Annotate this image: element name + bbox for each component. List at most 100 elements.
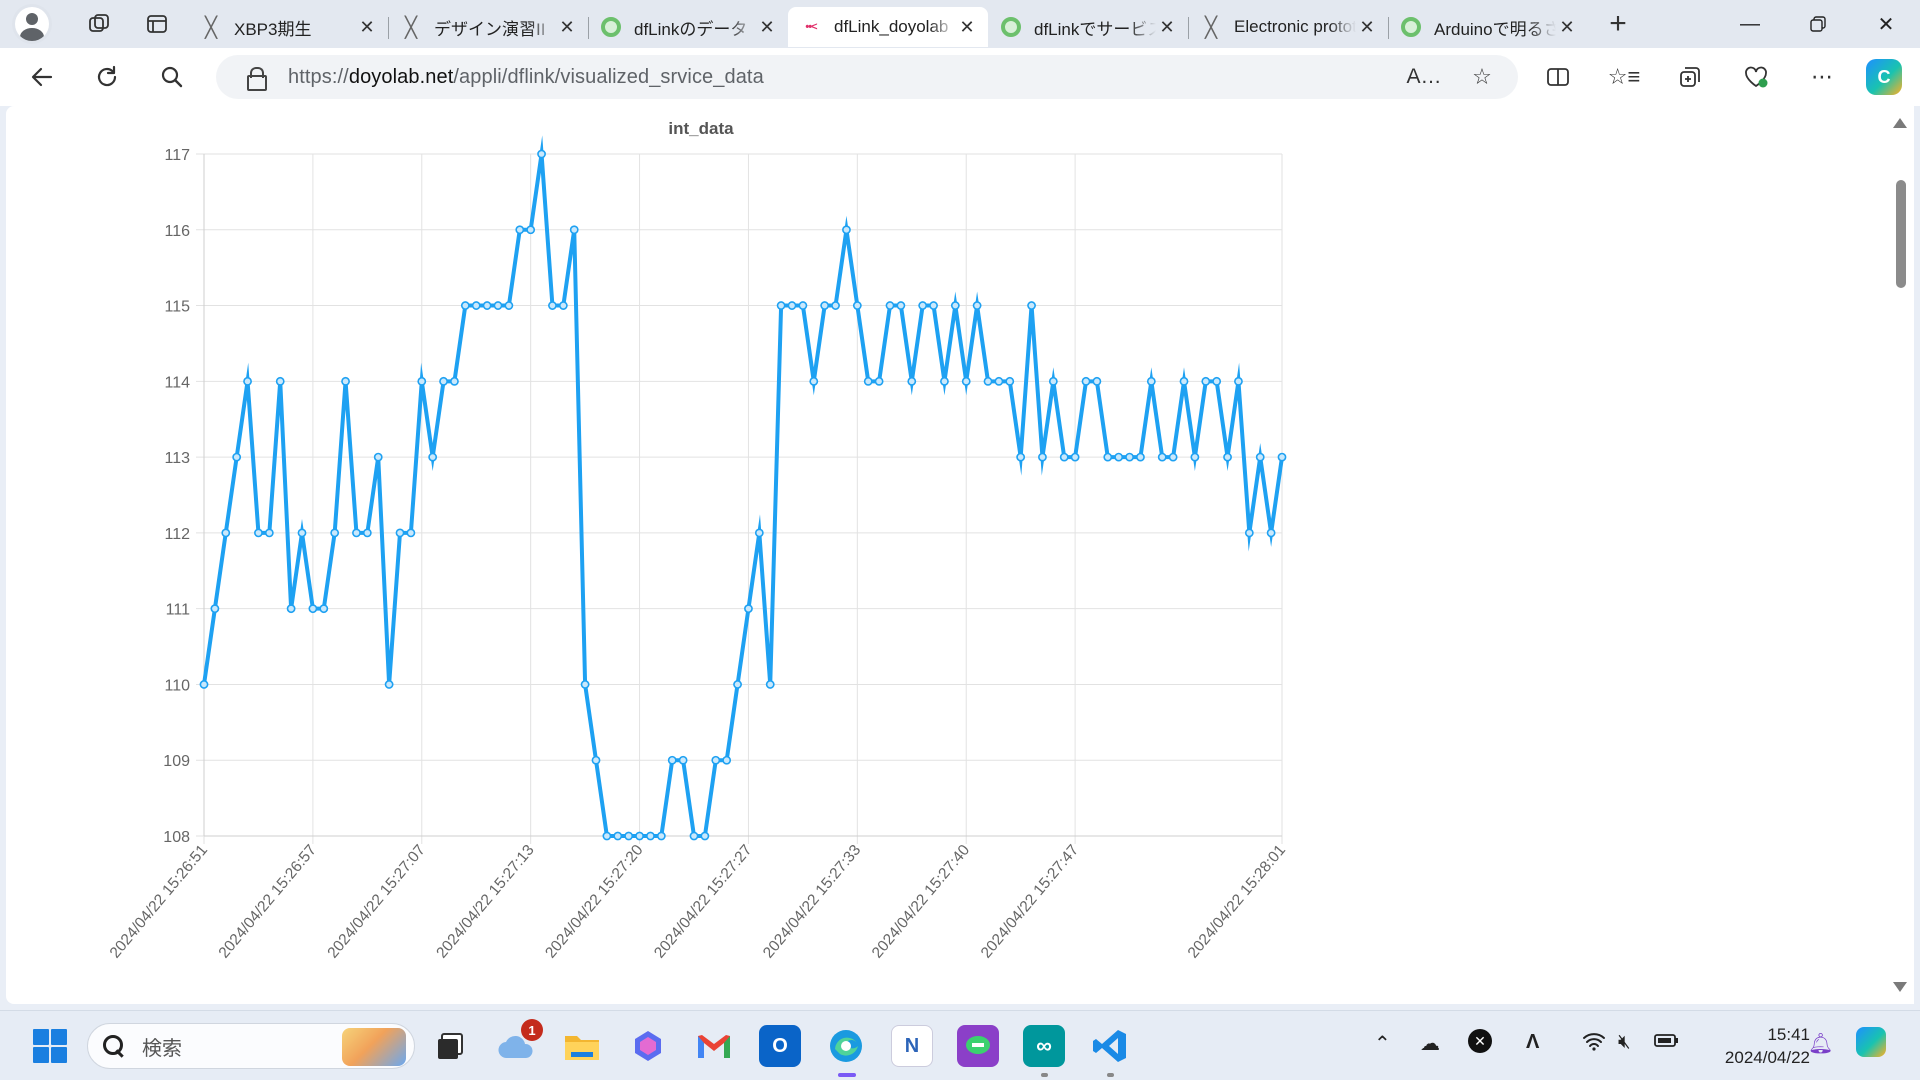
- volume-button[interactable]: 🔇︎: [1618, 1031, 1631, 1054]
- network-button[interactable]: [1582, 1031, 1606, 1057]
- data-point: [264, 528, 274, 538]
- edge-button[interactable]: [825, 1025, 867, 1077]
- back-button[interactable]: [20, 55, 64, 99]
- close-tab-icon[interactable]: ✕: [1359, 16, 1375, 37]
- tab-4[interactable]: dfLinkでサービス ✕: [988, 7, 1188, 47]
- battery-button[interactable]: [1654, 1031, 1680, 1055]
- close-tab-icon[interactable]: ✕: [759, 16, 775, 37]
- favorite-button[interactable]: ☆: [1460, 55, 1504, 99]
- copilot-button[interactable]: C: [1866, 59, 1902, 95]
- profile-button[interactable]: [12, 4, 52, 44]
- series-line: [202, 135, 1284, 838]
- tab-6[interactable]: Arduinoで明るさ ✕: [1388, 7, 1588, 47]
- weather-widget[interactable]: 1: [495, 1019, 543, 1067]
- clock-time: 15:41: [1767, 1025, 1810, 1044]
- close-tab-icon[interactable]: ✕: [559, 16, 575, 37]
- close-window-button[interactable]: ✕: [1852, 0, 1920, 48]
- tab-2[interactable]: dfLinkのデータ ✕: [588, 7, 788, 47]
- url-text[interactable]: https://doyolab.net/appli/dflink/visuali…: [288, 66, 764, 89]
- tab-actions-button[interactable]: [134, 4, 180, 44]
- copilot-tray-button[interactable]: [1856, 1027, 1886, 1057]
- arduino-button[interactable]: ∞: [1023, 1025, 1065, 1077]
- scroll-down-arrow-icon[interactable]: [1893, 982, 1907, 992]
- onedrive-status[interactable]: ☁: [1420, 1031, 1440, 1056]
- minimize-button[interactable]: —: [1716, 0, 1784, 48]
- arrow-left-icon: [31, 67, 53, 87]
- data-point: [1179, 376, 1189, 386]
- data-point: [733, 680, 742, 689]
- settings-more-button[interactable]: ⋯: [1800, 55, 1844, 99]
- start-button[interactable]: [33, 1029, 67, 1063]
- show-hidden-icons-button[interactable]: ⌃: [1374, 1031, 1391, 1056]
- x-tick-label: 2024/04/22 15:28:01: [1185, 842, 1289, 962]
- search-button[interactable]: [150, 55, 194, 99]
- line-button[interactable]: [957, 1025, 999, 1067]
- page-scrollbar[interactable]: [1886, 106, 1914, 1004]
- address-bar[interactable]: https://doyolab.net/appli/dflink/visuali…: [216, 55, 1518, 99]
- restore-icon: [1810, 16, 1826, 32]
- x-tick-label: 2024/04/22 15:27:40: [869, 841, 974, 961]
- outlook-button[interactable]: O: [759, 1025, 801, 1067]
- toolbar-actions: ☆≡ ⋯ C: [1536, 55, 1920, 99]
- browser-toolbar: https://doyolab.net/appli/dflink/visuali…: [0, 48, 1920, 106]
- data-point: [428, 452, 438, 462]
- data-point: [874, 376, 884, 386]
- x-tick-label: 2024/04/22 15:27:33: [760, 842, 864, 962]
- data-point: [667, 755, 677, 765]
- collections-button[interactable]: [1668, 55, 1712, 99]
- notifications-button[interactable]: 🔔︎: [1808, 1031, 1833, 1056]
- app-tray-x[interactable]: ✕: [1468, 1029, 1492, 1053]
- data-point: [831, 301, 840, 310]
- battery-icon: [1654, 1034, 1678, 1047]
- copilot-app-button[interactable]: [627, 1025, 669, 1067]
- scroll-up-arrow-icon[interactable]: [1893, 118, 1907, 128]
- tab-title: XBP3期生: [234, 19, 312, 39]
- notion-button[interactable]: N: [891, 1025, 933, 1067]
- file-explorer-button[interactable]: [561, 1025, 603, 1067]
- lock-icon[interactable]: [246, 67, 267, 91]
- close-tab-icon[interactable]: ✕: [1559, 16, 1575, 37]
- restore-button[interactable]: [1784, 0, 1852, 48]
- data-point: [373, 452, 383, 462]
- data-point: [722, 755, 732, 765]
- data-point: [319, 604, 329, 614]
- refresh-icon: [97, 65, 117, 87]
- data-point: [1157, 452, 1167, 462]
- favorites-button[interactable]: ☆≡: [1602, 55, 1646, 99]
- clock[interactable]: 15:41 2024/04/22: [1700, 1023, 1810, 1069]
- read-aloud-button[interactable]: A…: [1402, 55, 1446, 99]
- data-point: [504, 301, 514, 310]
- data-point: [1244, 528, 1254, 538]
- data-point: [1136, 452, 1145, 462]
- line-chart: int_data 108 109 110 111 112 113 114 115 116 117 20…: [107, 119, 1289, 962]
- vscode-button[interactable]: [1089, 1025, 1131, 1077]
- x-tick-label: 2024/04/22 15:26:57: [216, 842, 320, 962]
- workspaces-button[interactable]: [76, 4, 122, 44]
- close-tab-icon[interactable]: ✕: [1159, 16, 1175, 37]
- close-tab-icon[interactable]: ✕: [959, 16, 975, 37]
- tab-title: Arduinoで明るさ: [1434, 19, 1556, 39]
- star-icon: ☆: [1472, 64, 1492, 89]
- gmail-button[interactable]: [693, 1025, 735, 1067]
- tab-3[interactable]: ••< dfLink_doyolab ✕: [788, 7, 988, 47]
- data-point: [1103, 452, 1113, 462]
- x-circle-icon: ✕: [1474, 1033, 1486, 1049]
- data-point: [199, 680, 209, 689]
- task-view-button[interactable]: [429, 1025, 471, 1067]
- scroll-thumb[interactable]: [1896, 180, 1906, 288]
- new-tab-button[interactable]: +: [1598, 4, 1638, 44]
- tab-5[interactable]: ╳ Electronic prototyping✕: [1188, 7, 1388, 47]
- app-tray-lambda[interactable]: Λ: [1526, 1031, 1539, 1054]
- split-screen-button[interactable]: [1536, 55, 1580, 99]
- search-highlight-icon: [342, 1028, 406, 1066]
- tab-0[interactable]: ╳ XBP3期生 ✕: [188, 7, 388, 47]
- split-screen-icon: [1547, 68, 1569, 86]
- tab-1[interactable]: ╳ デザイン演習II ✕: [388, 7, 588, 47]
- data-point: [362, 528, 372, 538]
- data-point: [994, 376, 1004, 386]
- close-tab-icon[interactable]: ✕: [359, 16, 375, 37]
- browser-essentials-button[interactable]: [1734, 55, 1778, 99]
- reload-button[interactable]: [85, 55, 129, 99]
- green-ring-icon: [1400, 16, 1422, 38]
- taskbar-search[interactable]: 検索: [87, 1023, 415, 1069]
